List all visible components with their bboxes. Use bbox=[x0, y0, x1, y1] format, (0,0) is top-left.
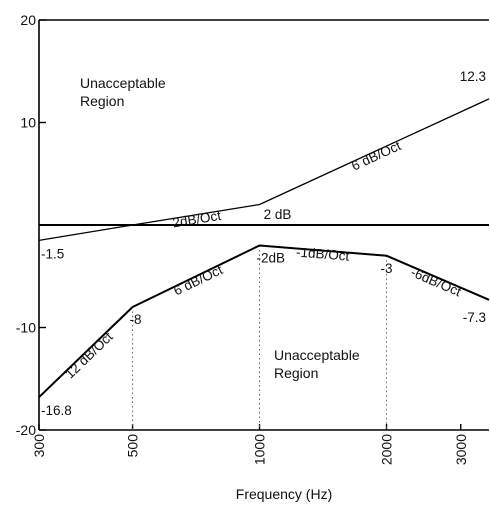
lower-limit-line bbox=[38, 244, 490, 398]
y-tick-label: 20 bbox=[20, 12, 36, 28]
x-tick-label: 2000 bbox=[378, 434, 394, 465]
point-value-label: -3 bbox=[380, 261, 392, 276]
region-label: Unacceptable Region bbox=[274, 347, 360, 381]
upper-limit-line bbox=[38, 98, 490, 242]
slope-label: -1dB/Oct bbox=[296, 244, 351, 263]
x-tick-label: 3000 bbox=[453, 434, 469, 465]
slope-label: 6 dB/Oct bbox=[349, 138, 403, 174]
slope-label: 12 dB/Oct bbox=[62, 329, 116, 382]
y-tick-label: 10 bbox=[20, 115, 36, 131]
slope-label: -6dB/Oct bbox=[409, 264, 464, 299]
x-tick-label: 500 bbox=[125, 434, 141, 458]
x-tick-label: 300 bbox=[31, 434, 47, 458]
point-value-label: 12.3 bbox=[460, 69, 486, 84]
point-value-label: -7.3 bbox=[463, 310, 486, 325]
y-tick-label: -20 bbox=[16, 422, 36, 438]
point-value-label: -1.5 bbox=[41, 246, 64, 261]
point-value-label: -16.8 bbox=[41, 403, 72, 418]
dotted-guides bbox=[132, 245, 387, 430]
x-tick-label: 1000 bbox=[252, 434, 268, 465]
slope-label: 6 dB/Oct bbox=[171, 262, 225, 298]
region-label: Unacceptable Region bbox=[80, 75, 166, 109]
x-axis-label: Frequency (Hz) bbox=[236, 486, 332, 502]
point-value-label: -8 bbox=[130, 312, 142, 327]
reference-line-label: 2 dB bbox=[264, 207, 292, 222]
series-lines bbox=[38, 98, 490, 398]
point-value-label: -2dB bbox=[257, 251, 286, 266]
y-tick-label: -10 bbox=[16, 320, 36, 336]
slope-label: 2dB/Oct bbox=[171, 208, 222, 231]
annotations: 2 dB -1.5 12.3 -16.8 -8 -2dB -3 -7.3 2dB/Oct 6 dB… bbox=[41, 69, 486, 418]
